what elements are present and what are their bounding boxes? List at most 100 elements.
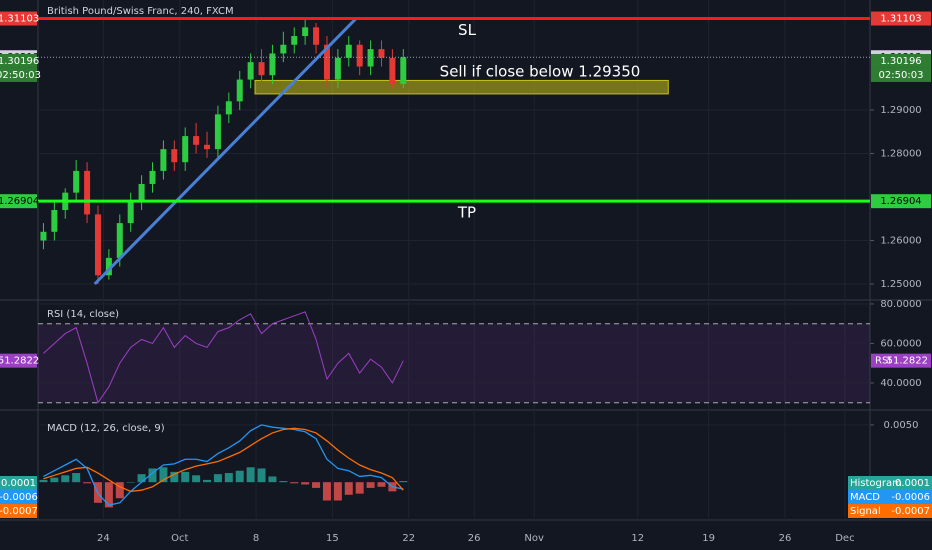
- histogram-bar: [290, 482, 299, 484]
- x-tick-label: 8: [253, 533, 259, 544]
- x-tick-label: Dec: [835, 533, 854, 544]
- price-tag-label: 1.30196: [880, 56, 921, 67]
- legend-tag: [848, 476, 932, 490]
- histogram-bar: [39, 479, 48, 483]
- x-tick-label: 12: [631, 533, 644, 544]
- price-tag-label: 02:50:03: [879, 70, 924, 81]
- pane-title: MACD (12, 26, close, 9): [47, 423, 165, 434]
- legend-name: Signal: [850, 506, 881, 517]
- histogram-bar: [213, 474, 222, 483]
- x-tick-label: 19: [702, 533, 715, 544]
- price-tag-label: 1.31103: [880, 14, 921, 25]
- candle-body: [236, 79, 243, 102]
- candle-body: [291, 36, 298, 45]
- histogram-bar: [192, 475, 201, 483]
- y-tick-label: 1.29000: [880, 105, 921, 116]
- price-tag-label: 51.2822: [0, 356, 39, 367]
- histogram-bar: [104, 482, 113, 508]
- y-tick-label: 0.0050: [884, 420, 919, 431]
- price-tag-label: -0.0007: [0, 506, 38, 517]
- y-tick-label: 1.28000: [880, 149, 921, 160]
- price-tag: [871, 67, 931, 82]
- histogram-bar: [268, 476, 277, 483]
- candle-body: [400, 57, 407, 84]
- candle-body: [356, 44, 363, 67]
- candle-body: [258, 62, 265, 76]
- legend-name: MACD: [850, 492, 880, 503]
- candle-body: [345, 44, 352, 58]
- histogram-bar: [279, 481, 288, 483]
- candle-body: [269, 53, 276, 76]
- histogram-bar: [235, 470, 244, 483]
- candle-body: [105, 257, 112, 276]
- macd-line: [43, 427, 404, 493]
- rsi-band: [38, 323, 870, 403]
- price-tag-label: 02:50:03: [0, 70, 41, 81]
- candle-body: [323, 44, 330, 80]
- histogram-bar: [246, 467, 255, 483]
- y-tick-label: 1.26000: [880, 235, 921, 246]
- histogram-bar: [50, 477, 59, 483]
- price-tag-label: 0.0001: [1, 478, 36, 489]
- trendline: [93, 17, 358, 286]
- rsi-tag: [871, 353, 931, 368]
- candle-body: [149, 170, 156, 184]
- x-tick-label: 22: [402, 533, 415, 544]
- x-tick-label: 26: [779, 533, 792, 544]
- chart-title: British Pound/Swiss Franc, 240, FXCM: [47, 6, 234, 17]
- candle-body: [84, 170, 91, 215]
- candle-body: [214, 114, 221, 150]
- histogram-bar: [83, 482, 92, 484]
- price-tag: [871, 11, 931, 26]
- histogram-bar: [159, 467, 168, 483]
- legend-value: -0.0007: [891, 506, 930, 517]
- x-tick-label: 15: [326, 533, 339, 544]
- histogram-bar: [224, 473, 233, 483]
- candle-body: [182, 136, 189, 163]
- histogram-bar: [312, 482, 321, 488]
- histogram-bar: [333, 482, 342, 501]
- price-tag: [0, 504, 37, 518]
- y-tick-label: 1.25000: [880, 279, 921, 290]
- candle-body: [204, 144, 211, 150]
- rsi-line: [43, 311, 404, 404]
- histogram-bar: [137, 474, 146, 483]
- legend-name: Histogram: [850, 478, 902, 489]
- price-tag-label: 1.26904: [0, 196, 39, 207]
- candle-body: [116, 223, 123, 258]
- candle-body: [313, 27, 320, 45]
- level-label: SL: [458, 21, 477, 39]
- histogram-bar: [126, 482, 135, 483]
- price-tag: [0, 476, 37, 490]
- candle-body: [171, 149, 178, 163]
- candle-body: [160, 149, 167, 171]
- candle-body: [193, 136, 200, 145]
- candle-body: [378, 49, 385, 58]
- candle-body: [389, 57, 396, 84]
- price-tag: [871, 53, 931, 68]
- histogram-bar: [366, 482, 375, 488]
- candle-body: [138, 183, 145, 202]
- candle-body: [302, 27, 309, 37]
- legend-value: 0.0001: [895, 478, 930, 489]
- x-tick-label: Oct: [171, 533, 188, 544]
- level-label: TP: [457, 204, 476, 222]
- price-tag-label: 1.30196: [0, 56, 39, 67]
- candle-body: [73, 170, 80, 193]
- candle-body: [367, 49, 374, 67]
- zone: [254, 79, 669, 95]
- price-tag: [0, 490, 37, 504]
- price-tag-label: -0.0006: [0, 492, 38, 503]
- candle-body: [94, 214, 101, 276]
- zone-label: Sell if close below 1.29350: [440, 63, 641, 81]
- candle-body: [51, 210, 58, 232]
- rsi-tag-name: RSI: [875, 356, 891, 367]
- x-tick-label: Nov: [524, 533, 544, 544]
- histogram-bar: [355, 482, 364, 494]
- price-tag-label: 1.31103: [0, 14, 39, 25]
- price-tag: [0, 53, 37, 68]
- histogram-bar: [399, 481, 408, 483]
- histogram-bar: [377, 482, 386, 487]
- price-tag-label: 1.26904: [880, 196, 921, 207]
